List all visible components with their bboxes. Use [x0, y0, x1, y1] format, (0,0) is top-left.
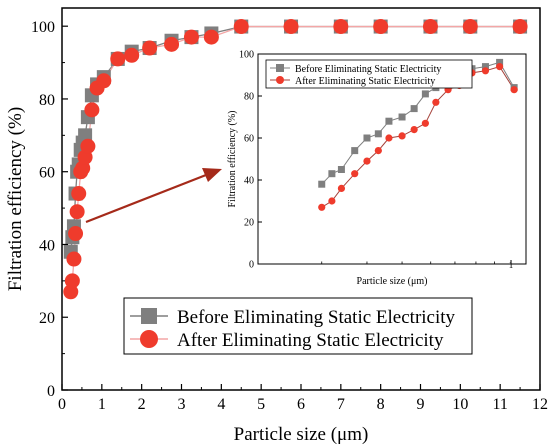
inset-marker-after — [410, 126, 418, 134]
inset-y-tick-label: 20 — [244, 218, 254, 229]
main-y-tick-label: 100 — [31, 19, 55, 36]
main-x-tick-label: 9 — [417, 396, 425, 413]
inset-marker-before — [351, 147, 359, 155]
inset-marker-after — [328, 197, 336, 205]
inset-marker-after — [421, 119, 429, 127]
legend-before-label: Before Eliminating Static Electricity — [177, 307, 456, 328]
main-marker-after — [110, 51, 126, 67]
inset-marker-before — [374, 130, 382, 138]
legend-after-label: After Eliminating Static Electricity — [177, 330, 444, 351]
main-x-tick-label: 1 — [98, 396, 106, 413]
inset-y-tick-label: 40 — [244, 176, 254, 187]
main-marker-after — [373, 19, 389, 35]
main-y-tick-label: 60 — [39, 165, 55, 182]
zoom-arrow-head — [202, 168, 222, 182]
main-y-tick-label: 0 — [47, 383, 55, 400]
inset-marker-before — [410, 105, 418, 113]
legend-before-marker — [141, 308, 157, 324]
main-y-axis-label: Filtration efficiency (%) — [5, 107, 26, 291]
inset-axes: 0 20 40 60 80 100 1 — [239, 50, 513, 271]
main-marker-after — [96, 73, 112, 89]
inset-legend: Before Eliminating Static Electricity Af… — [265, 59, 473, 89]
main-legend: Before Eliminating Static Electricity Af… — [123, 297, 473, 355]
inset-marker-after — [510, 86, 518, 94]
main-x-tick-label: 11 — [492, 396, 507, 413]
main-marker-after — [333, 19, 349, 35]
main-x-tick-label: 6 — [297, 396, 305, 413]
main-y-tick-label: 20 — [39, 310, 55, 327]
inset-marker-after — [496, 63, 504, 71]
inset-background — [258, 54, 526, 286]
inset-x-tick-label: 1 — [509, 260, 514, 270]
inset-marker-before — [318, 180, 326, 188]
main-marker-after — [142, 40, 158, 56]
main-marker-after — [68, 226, 84, 242]
main-marker-after — [124, 47, 140, 63]
main-marker-after — [183, 29, 199, 45]
main-marker-after — [422, 19, 438, 35]
inset-legend-after-marker — [276, 76, 284, 84]
inset-marker-after — [351, 170, 359, 178]
inset-plot-area — [318, 58, 518, 211]
inset-marker-before — [363, 134, 371, 142]
main-x-tick-label: 2 — [138, 396, 146, 413]
inset-plot-frame — [257, 53, 527, 265]
main-plot-area — [63, 19, 528, 300]
main-marker-after — [80, 138, 96, 154]
inset-marker-before — [337, 166, 345, 173]
inset-marker-after — [374, 147, 382, 155]
inset-x-axis-label: Particle size (μm) — [357, 276, 428, 287]
main-marker-after — [203, 29, 219, 45]
main-marker-after — [69, 204, 85, 220]
inset-marker-before — [328, 170, 336, 178]
main-marker-after — [233, 19, 249, 35]
inset-marker-after — [481, 67, 490, 75]
inset-marker-after — [385, 134, 393, 142]
inset-marker-before — [496, 58, 504, 66]
inset-y-tick-label: 100 — [239, 50, 254, 61]
main-marker-after — [64, 273, 80, 289]
inset-y-tick-label: 80 — [244, 92, 254, 103]
main-marker-after — [84, 102, 100, 118]
main-marker-after — [283, 19, 299, 35]
inset-marker-after — [398, 132, 406, 140]
inset-marker-after — [363, 157, 371, 165]
inset-legend-after-label: After Eliminating Static Electricity — [295, 76, 435, 87]
main-x-tick-label: 3 — [178, 396, 186, 413]
main-y-tick-label: 40 — [39, 237, 55, 254]
legend-after-marker — [140, 330, 158, 348]
main-x-tick-label: 10 — [452, 396, 468, 413]
main-marker-after — [66, 251, 82, 267]
inset-marker-after — [337, 184, 346, 192]
inset-legend-before-label: Before Eliminating Static Electricity — [295, 64, 441, 75]
inset-marker-before — [385, 117, 393, 125]
inset-legend-box — [265, 59, 473, 89]
inset-y-axis-label: Filtration efficiency (%) — [227, 110, 238, 207]
main-x-axis-label: Particle size (μm) — [234, 424, 369, 445]
main-x-tick-label: 7 — [337, 396, 345, 413]
zoom-arrow — [85, 168, 222, 224]
main-y-tick-label: 80 — [39, 92, 55, 109]
inset-marker-before — [421, 90, 429, 98]
zoom-arrow-shaft — [85, 173, 207, 224]
main-marker-after — [512, 19, 528, 35]
main-x-tick-label: 8 — [377, 396, 385, 413]
main-x-tick-label: 0 — [58, 396, 66, 413]
inset-marker-after — [432, 98, 440, 106]
inset-legend-before-marker — [276, 64, 284, 72]
inset-marker-before — [481, 63, 489, 71]
main-marker-after — [164, 36, 180, 52]
main-legend-box — [123, 297, 473, 355]
inset-y-tick-label: 60 — [244, 134, 254, 145]
inset-y-tick-label: 0 — [249, 260, 254, 271]
inset-marker-after — [318, 203, 326, 211]
inset-marker-before — [398, 113, 406, 121]
main-marker-after — [462, 19, 478, 35]
main-x-tick-label: 4 — [217, 396, 225, 413]
main-marker-after — [71, 186, 87, 202]
main-x-tick-label: 5 — [257, 396, 265, 413]
main-x-tick-label: 12 — [532, 396, 548, 413]
